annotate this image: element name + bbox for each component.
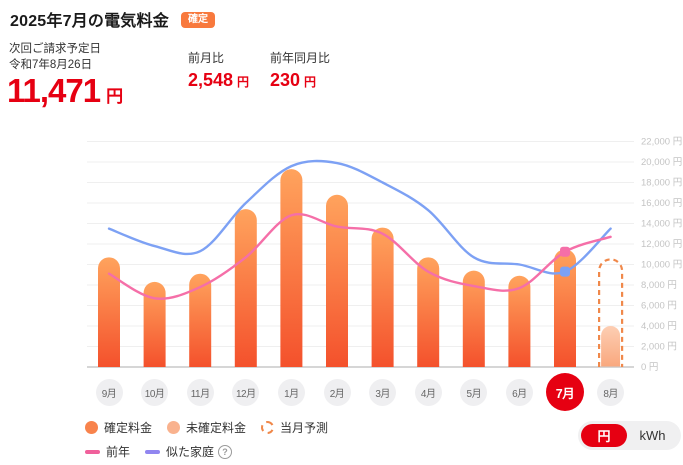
previous-year-marker [560, 246, 570, 257]
similar-households-line [107, 159, 612, 275]
legend-forecast-label: 当月予測 [280, 421, 329, 435]
next-billing-date: 令和7年8月26日 [9, 59, 93, 71]
y-axis-label: 16,000 円 [641, 198, 682, 209]
y-axis-label: 8,000 円 [641, 280, 677, 291]
similar-households-marker [560, 266, 570, 277]
orange-dot-icon [85, 421, 98, 434]
y-axis-label: 2,000 円 [641, 342, 677, 353]
mom-label: 前月比 [188, 51, 225, 65]
bar-5月[interactable] [462, 270, 485, 367]
forecast-bar-outline-8月[interactable] [598, 258, 624, 367]
legend-unconfirmed: 未確定料金 [167, 419, 246, 436]
unit-toggle-kwh[interactable]: kWh [639, 428, 666, 443]
unit-toggle-yen[interactable]: 円 [581, 424, 627, 447]
previous-year-line [107, 212, 612, 300]
bar-12月[interactable] [234, 209, 257, 367]
month-pill-9月[interactable]: 9月 [95, 378, 123, 406]
bar-1月[interactable] [280, 169, 303, 367]
page-title: 2025年7月の電気料金 [10, 13, 169, 30]
next-billing-label: 次回ご請求予定日 [9, 43, 101, 55]
bar-2月[interactable] [326, 194, 348, 367]
month-pill-6月[interactable]: 6月 [505, 378, 533, 406]
yoy-unit: 円 [304, 75, 317, 89]
yoy-value: 230 [270, 70, 301, 90]
y-axis-label: 10,000 円 [641, 260, 682, 271]
question-mark-circle-icon[interactable]: ? [218, 444, 233, 459]
month-pill-4月[interactable]: 4月 [414, 378, 442, 406]
mom-value: 2,548 [188, 70, 234, 90]
month-pill-8月[interactable]: 8月 [597, 378, 625, 406]
month-pill-7月[interactable]: 7月 [546, 373, 584, 411]
month-pill-11月[interactable]: 11月 [186, 378, 214, 406]
legend-confirmed-label: 確定料金 [104, 421, 153, 435]
bar-3月[interactable] [371, 227, 394, 367]
status-badge: 確定 [181, 12, 215, 28]
y-axis-label: 14,000 円 [641, 219, 682, 230]
unconfirmed-bar-8月[interactable] [601, 326, 621, 367]
month-pill-5月[interactable]: 5月 [460, 378, 488, 406]
legend-prev-year: 前年 [85, 443, 130, 460]
bar-9月[interactable] [98, 257, 120, 367]
current-amount-value: 11,471 [7, 72, 101, 109]
y-axis-label: 20,000 円 [641, 157, 682, 168]
bar-4月[interactable] [417, 257, 440, 367]
y-axis-label: 0 円 [641, 362, 658, 373]
legend-forecast: 当月予測 [261, 419, 328, 436]
yoy-label: 前年同月比 [270, 51, 331, 65]
unit-toggle: 円 kWh [578, 421, 681, 450]
year-over-year: 前年同月比 230 円 [270, 49, 330, 90]
bar-7月[interactable] [554, 249, 576, 367]
current-amount-unit: 円 [106, 87, 124, 106]
month-pill-2月[interactable]: 2月 [323, 378, 351, 406]
y-axis-label: 12,000 円 [641, 239, 682, 250]
legend-unconfirmed-label: 未確定料金 [186, 421, 247, 435]
month-pill-1月[interactable]: 1月 [277, 378, 305, 406]
legend-confirmed: 確定料金 [85, 419, 152, 436]
bar-6月[interactable] [508, 275, 531, 367]
legend-row-lines: 前年 似た家庭 ? [85, 443, 247, 460]
legend-similar-label: 似た家庭 [166, 445, 215, 459]
mom-unit: 円 [237, 75, 250, 89]
pink-line-icon [85, 449, 100, 454]
light-orange-dot-icon [167, 421, 181, 434]
y-axis-label: 4,000 円 [641, 321, 677, 332]
dashed-circle-icon [261, 421, 275, 434]
y-axis-label: 18,000 円 [641, 178, 682, 189]
bar-10月[interactable] [143, 281, 166, 367]
month-pill-10月[interactable]: 10月 [141, 378, 169, 406]
month-over-month: 前月比 2,548 円 [188, 49, 249, 90]
legend-similar: 似た家庭 ? [145, 443, 233, 460]
purple-line-icon [145, 449, 161, 454]
legend-row-bars: 確定料金 未確定料金 当月予測 [85, 419, 343, 436]
legend-prev-year-label: 前年 [106, 445, 131, 459]
month-pill-12月[interactable]: 12月 [232, 378, 260, 406]
bar-11月[interactable] [189, 273, 212, 367]
y-axis-label: 22,000 円 [641, 137, 682, 148]
month-pill-3月[interactable]: 3月 [369, 378, 397, 406]
y-axis-label: 6,000 円 [641, 301, 677, 312]
current-amount: 11,471 円 [7, 74, 123, 107]
